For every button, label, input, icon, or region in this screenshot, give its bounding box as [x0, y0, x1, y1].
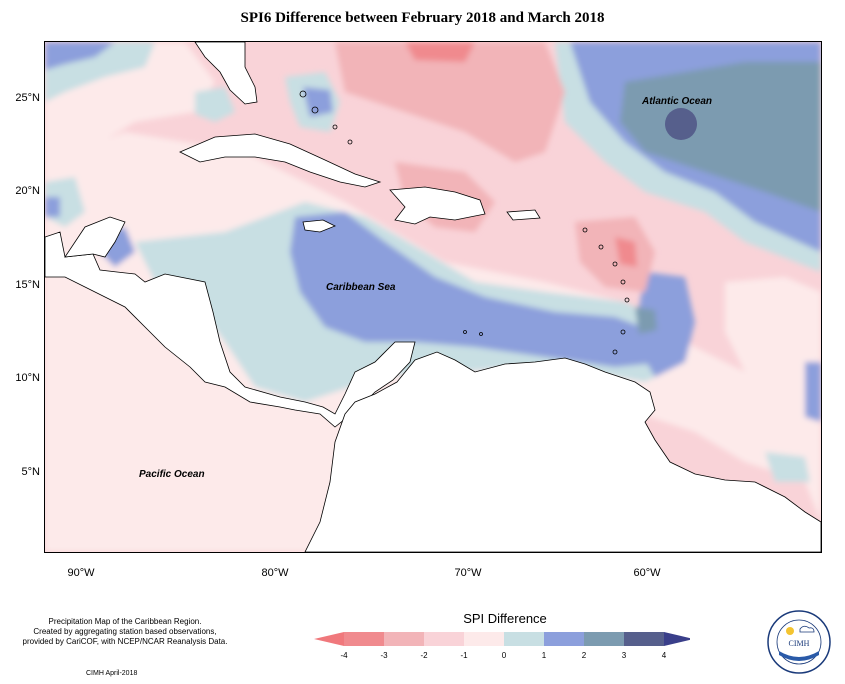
- legend-swatch: [504, 632, 544, 646]
- jamaica-land: [302, 219, 336, 233]
- legend-tick-label: 1: [542, 651, 547, 660]
- lat-label-25: 25°N: [15, 92, 40, 104]
- florida-land: [194, 42, 258, 105]
- logo-text: CIMH: [789, 639, 810, 648]
- lat-label-15: 15°N: [15, 279, 40, 291]
- lat-label-10: 10°N: [15, 372, 40, 384]
- footer-line-2: Created by aggregating station based obs…: [33, 627, 217, 636]
- legend-tick-label: -4: [340, 651, 348, 660]
- ocean-label-caribbean: Caribbean Sea: [326, 282, 396, 293]
- land-masses: [45, 42, 821, 552]
- ocean-label-pacific: Pacific Ocean: [139, 469, 205, 480]
- legend-swatch: [624, 632, 664, 646]
- legend-tick-label: -3: [380, 651, 388, 660]
- footer-line-1: Precipitation Map of the Caribbean Regio…: [48, 617, 202, 626]
- central-america-land: [45, 231, 416, 428]
- legend-arrow-high: [664, 632, 690, 646]
- lon-label-60: 60°W: [633, 567, 661, 579]
- legend-arrow-low: [314, 632, 344, 646]
- hispaniola-land: [389, 186, 486, 225]
- footer-line-3: provided by CariCOF, with NCEP/NCAR Rean…: [22, 637, 228, 646]
- map-panel: Atlantic Ocean Caribbean Sea Pacific Oce…: [44, 41, 822, 553]
- cuba-land: [179, 133, 382, 188]
- yucatan-land: [64, 216, 126, 258]
- anomaly-max-blob: [665, 108, 697, 140]
- legend-tick-label: 0: [502, 651, 507, 660]
- legend-swatch: [464, 632, 504, 646]
- south-america-land: [304, 351, 821, 552]
- legend-swatch: [544, 632, 584, 646]
- legend-tick-label: 2: [582, 651, 587, 660]
- lon-label-80: 80°W: [261, 567, 289, 579]
- footer-description: Precipitation Map of the Caribbean Regio…: [10, 617, 240, 647]
- legend-title: SPI Difference: [463, 611, 547, 626]
- map-title: SPI6 Difference between February 2018 an…: [240, 10, 605, 26]
- puerto-rico-land: [506, 209, 541, 221]
- island-chain: [299, 90, 630, 355]
- cimh-logo: CIMH: [767, 610, 831, 674]
- lon-label-70: 70°W: [454, 567, 482, 579]
- legend-swatch: [424, 632, 464, 646]
- legend-tick-label: 3: [622, 651, 627, 660]
- lat-label-5: 5°N: [21, 466, 40, 478]
- legend-tick-label: -1: [460, 651, 468, 660]
- legend-tick-label: -2: [420, 651, 428, 660]
- lon-label-90: 90°W: [67, 567, 95, 579]
- ocean-label-atlantic: Atlantic Ocean: [641, 96, 712, 107]
- legend-swatch: [384, 632, 424, 646]
- footer-credit: CIMH April-2018: [86, 670, 138, 677]
- color-legend: -4 -3 -2 -1 0 1 2 3 4: [314, 632, 690, 660]
- legend-tick-label: 4: [662, 651, 667, 660]
- map-canvas: Atlantic Ocean Caribbean Sea Pacific Oce…: [45, 42, 821, 552]
- lat-label-20: 20°N: [15, 185, 40, 197]
- legend-swatch: [344, 632, 384, 646]
- legend-swatch: [584, 632, 624, 646]
